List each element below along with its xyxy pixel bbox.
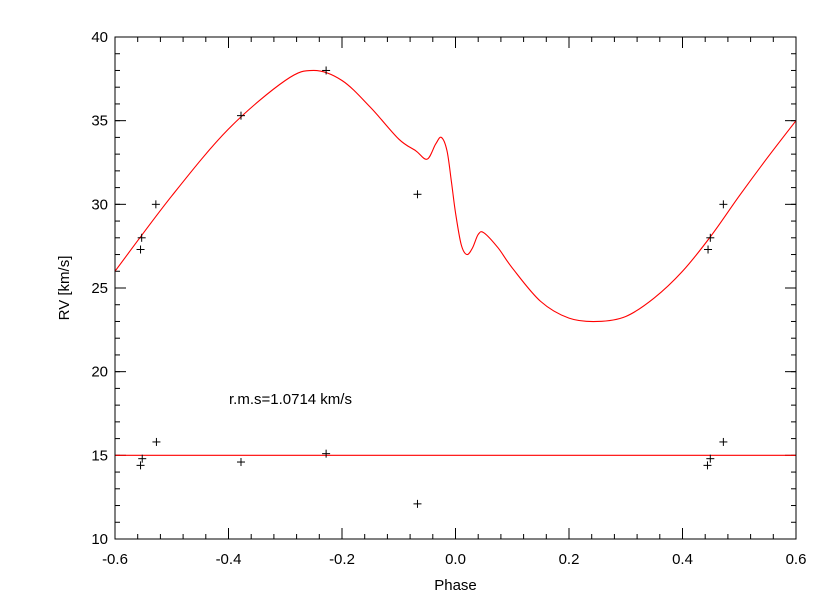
y-tick-label: 30 bbox=[91, 196, 108, 213]
major-ticks bbox=[114, 36, 797, 540]
plot-frame bbox=[114, 36, 797, 540]
x-tick-label: -0.6 bbox=[102, 551, 128, 568]
rv-data-point bbox=[719, 200, 728, 209]
y-tick-label: 10 bbox=[91, 531, 108, 548]
x-tick-labels: -0.6 -0.4 -0.2 0.0 0.2 0.4 0.6 bbox=[102, 551, 806, 568]
y-tick-labels: 10 15 20 25 30 35 40 bbox=[91, 29, 108, 548]
x-tick-label: 0.6 bbox=[786, 551, 807, 568]
rms-annotation: r.m.s=1.0714 km/s bbox=[229, 391, 352, 408]
x-tick-label: 0.4 bbox=[672, 551, 693, 568]
y-tick-label: 15 bbox=[91, 447, 108, 464]
data-points bbox=[136, 66, 728, 508]
residual-data-point bbox=[706, 454, 715, 463]
x-tick-label: -0.4 bbox=[216, 551, 242, 568]
y-tick-label: 20 bbox=[91, 364, 108, 381]
rv-data-point bbox=[322, 66, 331, 75]
x-axis-title: Phase bbox=[434, 577, 477, 594]
residual-data-point bbox=[322, 449, 331, 458]
x-tick-label: 0.2 bbox=[559, 551, 580, 568]
y-tick-label: 40 bbox=[91, 29, 108, 46]
model-rv-curve bbox=[114, 69, 797, 323]
x-tick-label: 0.0 bbox=[445, 551, 466, 568]
residual-data-point bbox=[236, 458, 245, 467]
residual-data-point bbox=[152, 437, 161, 446]
y-tick-label: 35 bbox=[91, 113, 108, 130]
rv-data-point bbox=[136, 245, 145, 254]
rv-data-point bbox=[704, 245, 713, 254]
minor-ticks bbox=[114, 36, 797, 540]
model-curves bbox=[114, 69, 797, 456]
rv-data-point bbox=[137, 233, 146, 242]
residual-data-point bbox=[138, 454, 147, 463]
rv-data-point bbox=[413, 190, 422, 199]
x-tick-label: -0.2 bbox=[329, 551, 355, 568]
y-axis-title: RV [km/s] bbox=[56, 256, 73, 321]
y-tick-label: 25 bbox=[91, 280, 108, 297]
residual-data-point bbox=[719, 437, 728, 446]
rv-data-point bbox=[151, 200, 160, 209]
residual-data-point bbox=[703, 461, 712, 470]
residual-data-point bbox=[413, 499, 422, 508]
rv-data-point bbox=[706, 233, 715, 242]
rv-data-point bbox=[236, 111, 245, 120]
residual-data-point bbox=[136, 461, 145, 470]
